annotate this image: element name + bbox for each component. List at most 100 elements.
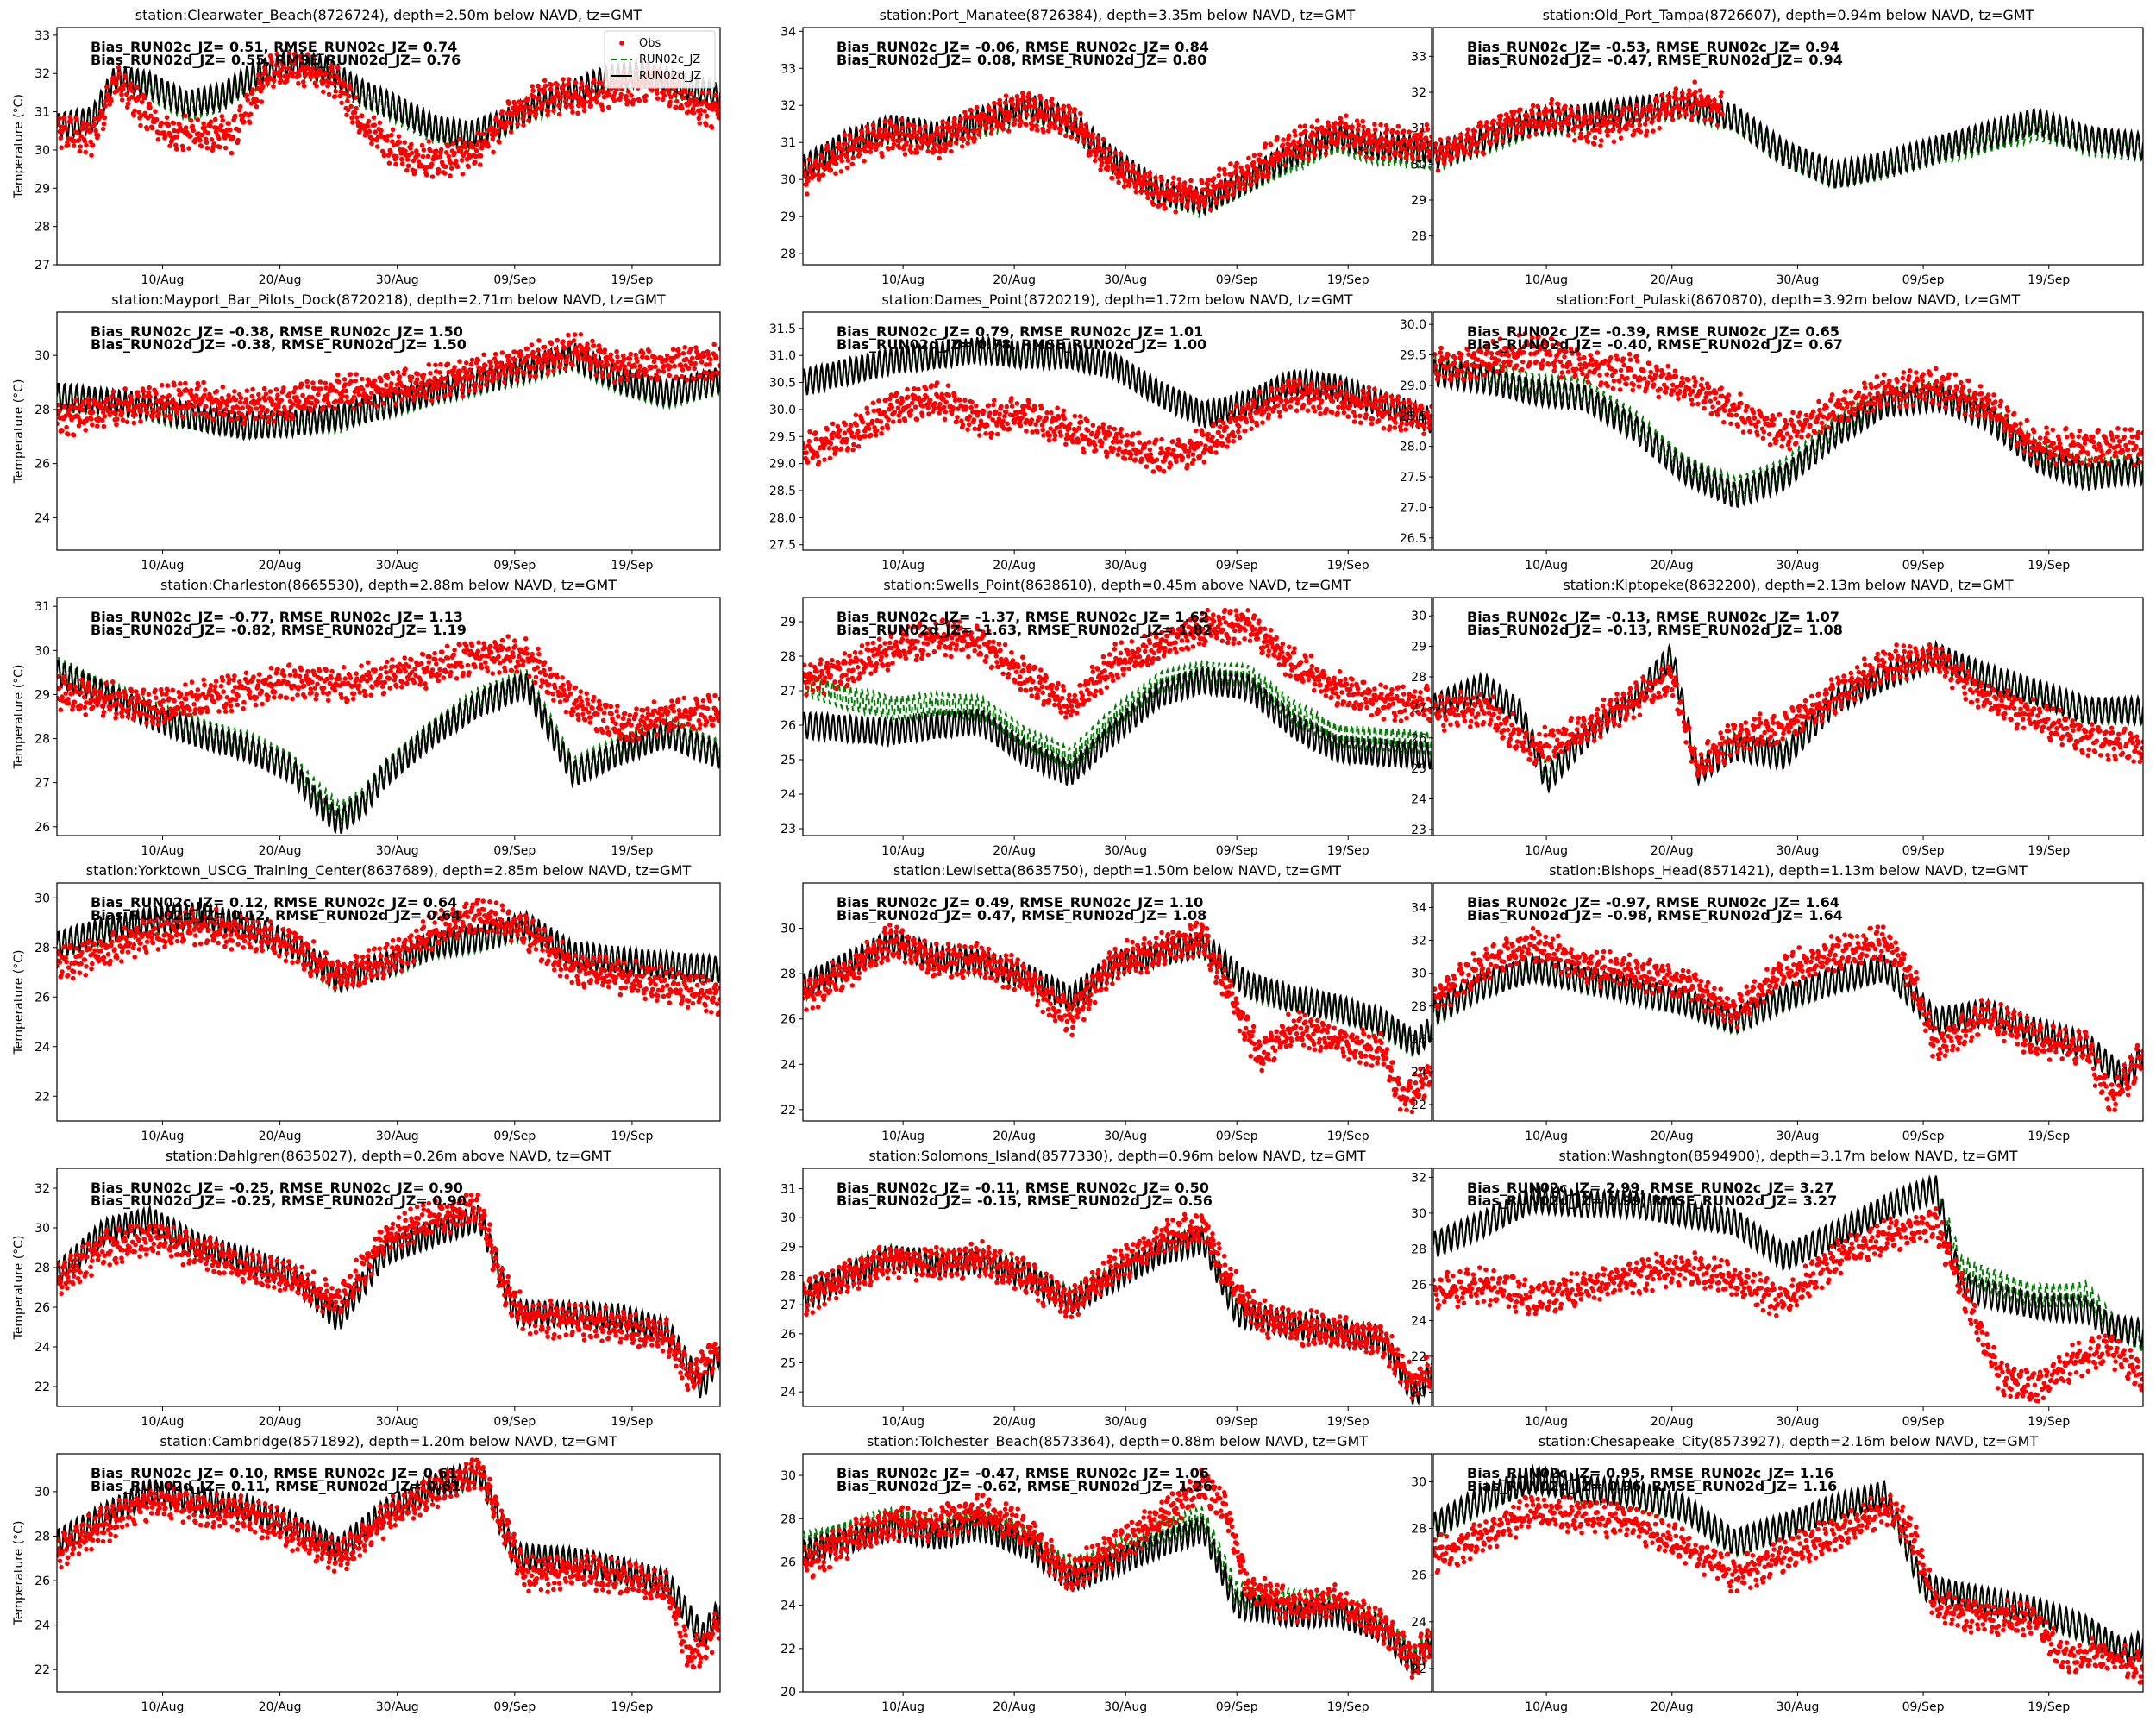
obs-point (1507, 117, 1513, 122)
obs-point (75, 130, 80, 135)
obs-point (1858, 406, 1864, 411)
obs-point (1194, 429, 1199, 434)
obs-point (1221, 421, 1226, 426)
obs-point (1126, 441, 1131, 446)
obs-point (984, 126, 989, 131)
obs-point (993, 113, 998, 118)
obs-point (156, 406, 161, 411)
obs-point (865, 410, 870, 416)
obs-point (1319, 139, 1324, 144)
obs-point (1857, 391, 1862, 396)
x-tick-label: 20/Aug (993, 273, 1036, 287)
obs-point (1558, 360, 1564, 365)
obs-point (1142, 176, 1147, 181)
obs-point (105, 92, 110, 97)
obs-point (1846, 418, 1852, 423)
obs-point (864, 406, 869, 411)
obs-point (62, 116, 67, 121)
obs-point (555, 83, 560, 88)
obs-point (846, 158, 851, 163)
obs-point (599, 360, 604, 365)
obs-point (1062, 416, 1067, 422)
obs-point (1642, 107, 1647, 112)
obs-point (250, 387, 255, 392)
obs-point (900, 399, 906, 404)
obs-point (403, 366, 408, 372)
obs-point (393, 402, 398, 407)
obs-point (114, 423, 119, 428)
obs-point (997, 411, 1002, 416)
obs-point (961, 423, 966, 428)
obs-point (1595, 115, 1601, 120)
obs-point (889, 404, 894, 410)
x-tick-label: 20/Aug (1651, 273, 1694, 287)
obs-point (923, 124, 928, 129)
obs-point (1110, 176, 1115, 181)
obs-point (152, 410, 157, 415)
obs-point (1212, 422, 1217, 427)
obs-point (360, 387, 366, 392)
obs-point (181, 147, 186, 153)
obs-point (233, 114, 238, 119)
obs-point (606, 105, 611, 110)
obs-point (64, 425, 69, 430)
obs-point (1531, 103, 1536, 109)
obs-point (186, 146, 191, 151)
obs-point (516, 366, 521, 372)
obs-point (378, 121, 383, 126)
obs-point (2045, 431, 2050, 436)
obs-point (592, 354, 598, 359)
obs-point (1876, 384, 1881, 389)
obs-point (1520, 126, 1525, 131)
obs-point (1301, 403, 1307, 408)
obs-point (135, 85, 140, 91)
obs-point (1892, 397, 1897, 402)
obs-point (1271, 163, 1276, 168)
obs-point (297, 399, 302, 404)
obs-point (1634, 354, 1639, 359)
obs-point (301, 79, 306, 85)
obs-point (1768, 442, 1773, 448)
obs-point (379, 379, 384, 384)
obs-point (829, 167, 834, 172)
obs-point (1819, 430, 1824, 435)
obs-point (1175, 192, 1180, 197)
x-tick-label: 19/Sep (1327, 273, 1369, 287)
obs-point (656, 368, 661, 373)
obs-point (384, 383, 389, 388)
obs-point (950, 405, 956, 410)
obs-point (1753, 423, 1758, 429)
obs-point (105, 397, 110, 402)
obs-point (592, 343, 597, 348)
obs-point (1162, 202, 1167, 207)
obs-point (437, 370, 442, 375)
obs-point (448, 173, 453, 178)
obs-point (293, 385, 298, 391)
obs-point (205, 146, 210, 151)
obs-point (1648, 370, 1653, 375)
obs-point (166, 383, 171, 388)
obs-point (1824, 405, 1829, 410)
obs-point (1993, 399, 1998, 404)
obs-point (492, 377, 497, 382)
obs-point (1937, 385, 1942, 391)
obs-point (299, 382, 304, 387)
obs-point (318, 379, 323, 385)
obs-point (2051, 441, 2056, 446)
obs-point (353, 95, 358, 100)
obs-point (205, 131, 210, 136)
obs-point (845, 166, 850, 171)
obs-point (1169, 463, 1174, 468)
obs-point (1047, 438, 1052, 443)
plot-area (1431, 79, 2143, 190)
obs-point (289, 412, 294, 417)
obs-point (915, 417, 920, 423)
obs-point (1976, 404, 1981, 409)
obs-point (1210, 435, 1215, 440)
obs-point (1924, 391, 1929, 396)
obs-point (1048, 433, 1053, 438)
obs-point (2022, 449, 2028, 454)
obs-point (91, 410, 96, 415)
obs-point (81, 399, 86, 404)
obs-point (551, 368, 556, 373)
